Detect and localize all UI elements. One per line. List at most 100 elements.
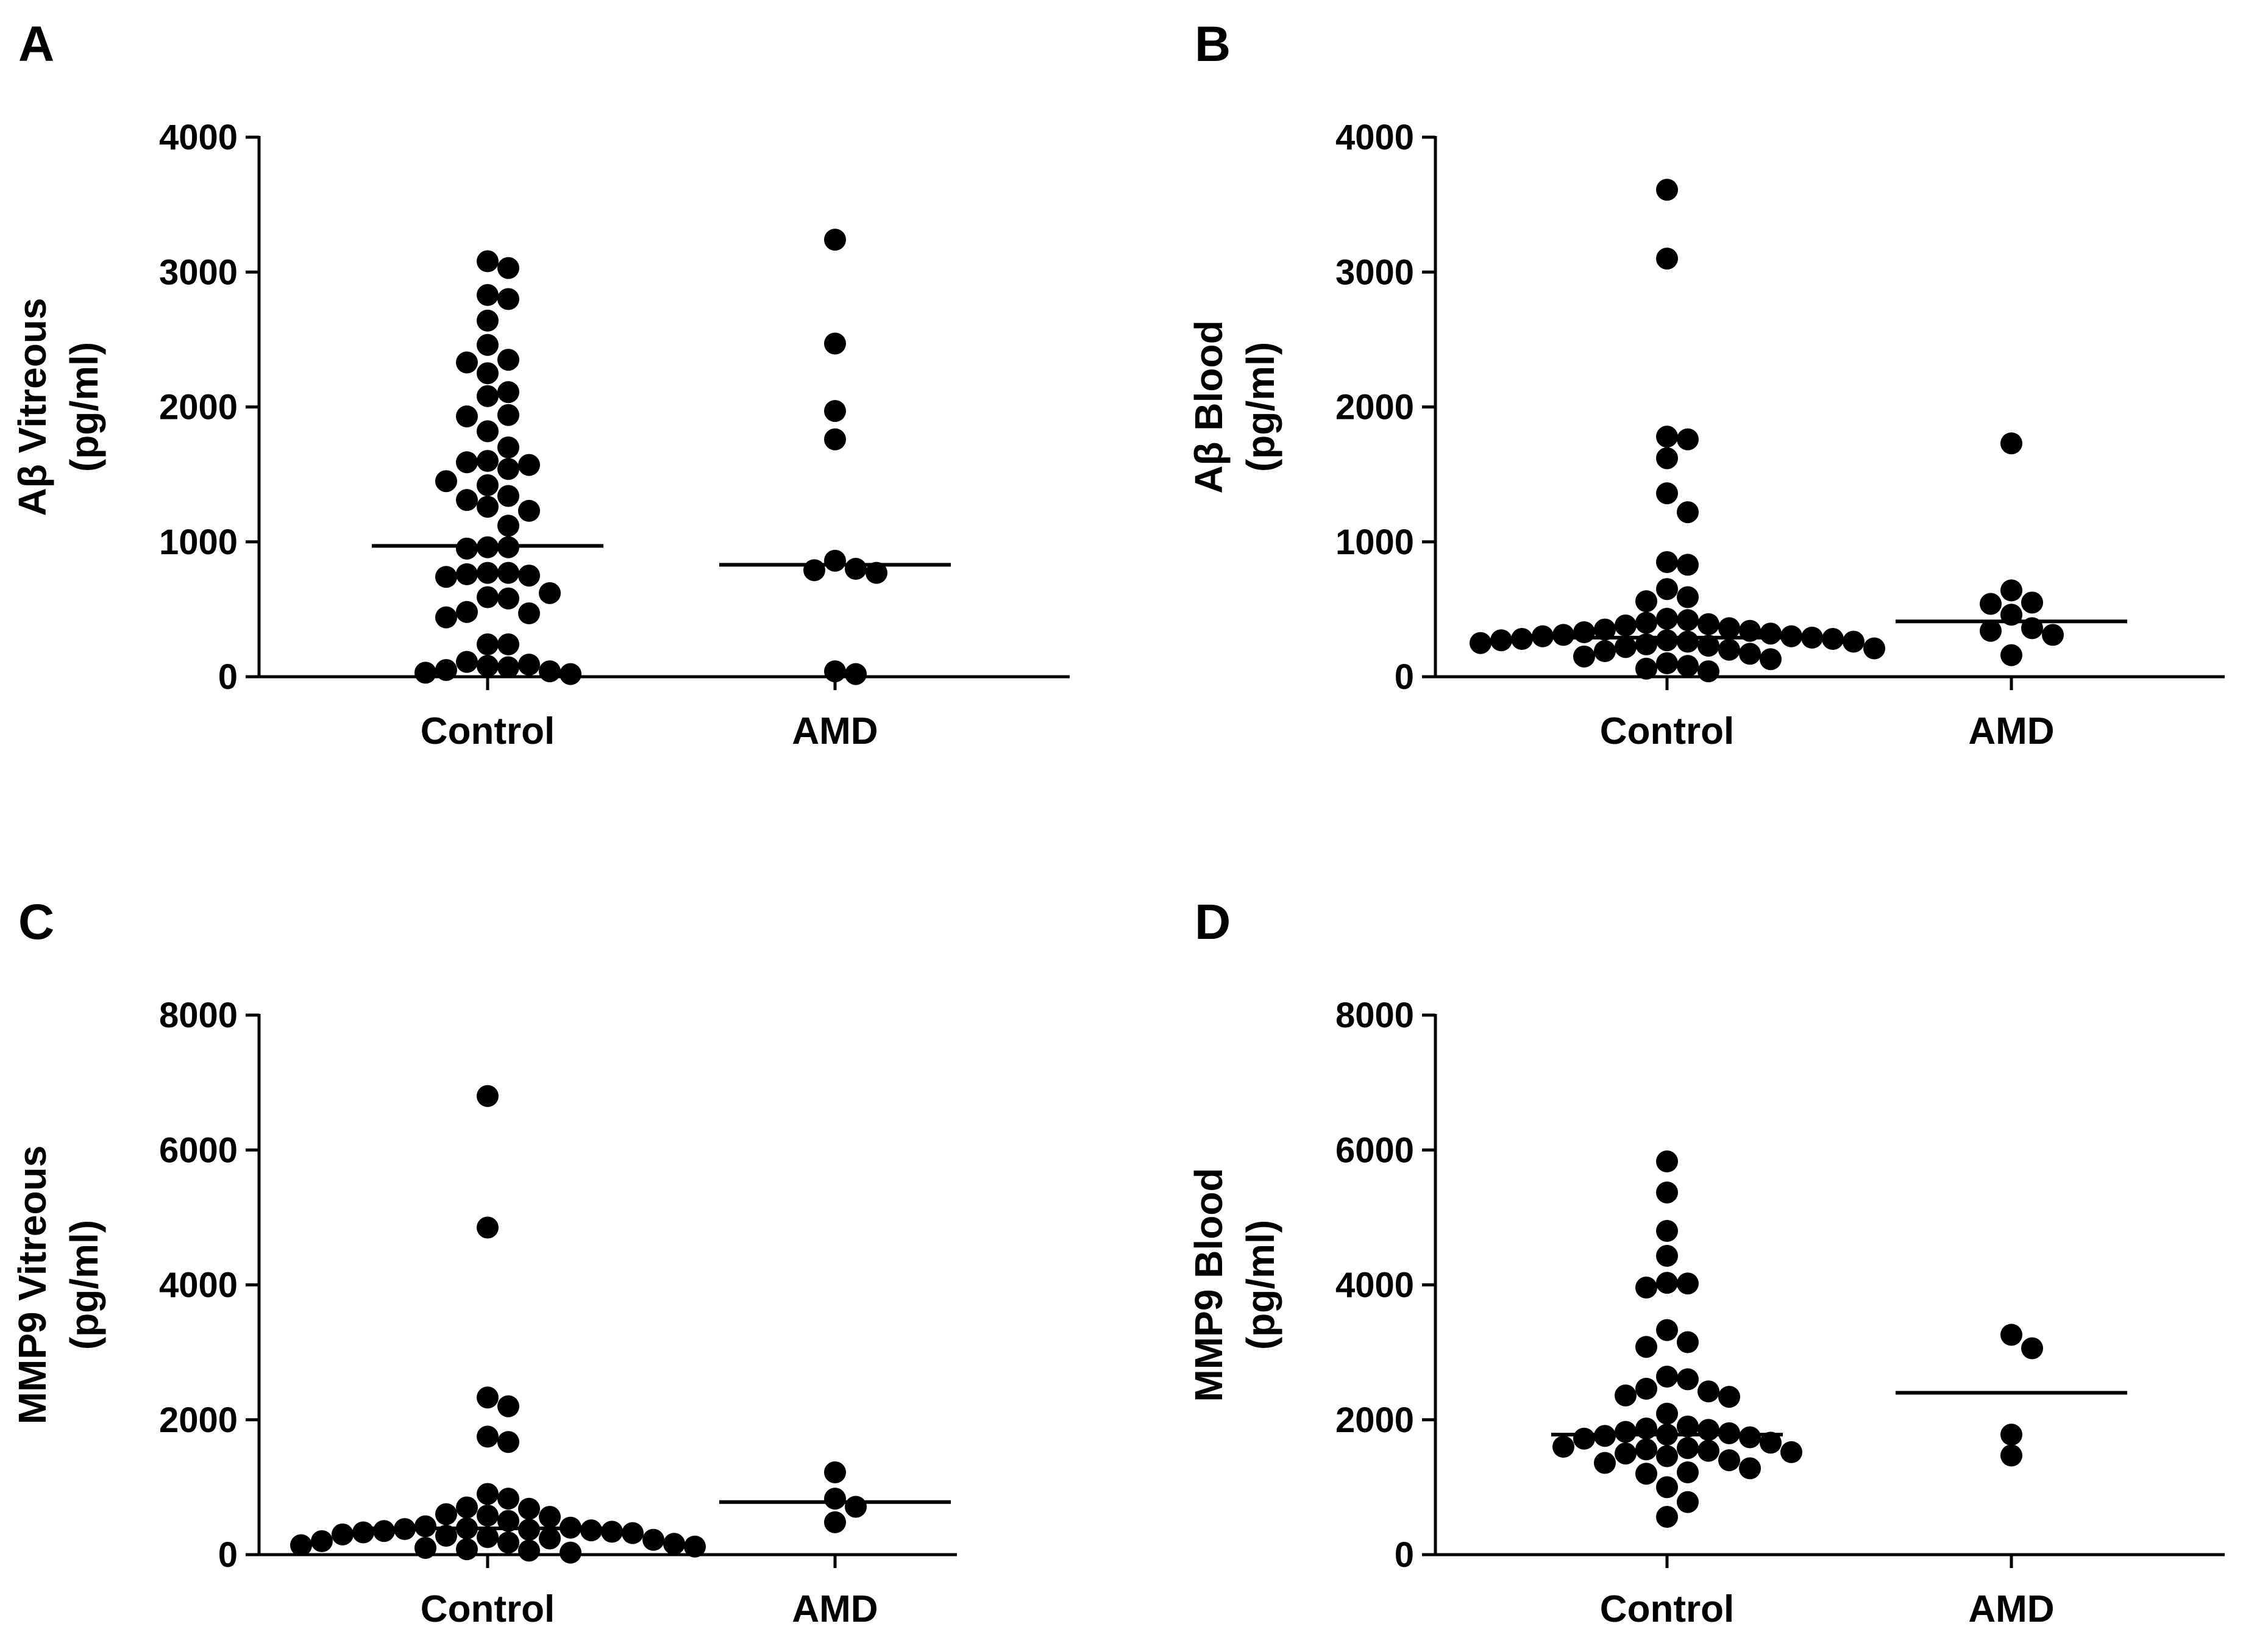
data-point xyxy=(1980,593,2002,615)
data-point xyxy=(684,1535,706,1558)
y-tick-label: 2000 xyxy=(159,1400,238,1440)
y-axis-label: MMP9 Blood xyxy=(1187,1168,1231,1402)
data-point xyxy=(663,1533,685,1555)
data-point xyxy=(1677,586,1699,608)
data-point xyxy=(497,1395,519,1417)
data-point xyxy=(1656,482,1678,505)
data-point xyxy=(539,660,561,683)
y-axis-label: (pg/ml) xyxy=(1239,1220,1282,1350)
data-point xyxy=(1656,652,1678,674)
data-point xyxy=(1573,621,1595,643)
data-point xyxy=(1656,248,1678,270)
data-point xyxy=(560,663,581,685)
data-point xyxy=(1552,624,1574,646)
data-point xyxy=(1615,614,1637,636)
data-point xyxy=(580,1519,602,1542)
data-point xyxy=(497,381,519,404)
data-point xyxy=(435,1503,457,1525)
data-point xyxy=(1697,635,1719,657)
y-axis-label: MMP9 Vitreous xyxy=(10,1146,54,1425)
data-point xyxy=(1697,1439,1719,1462)
data-point xyxy=(518,654,540,676)
data-point xyxy=(1760,622,1782,645)
x-tick-label: Control xyxy=(421,1588,555,1630)
data-point xyxy=(622,1522,644,1544)
data-point xyxy=(845,558,867,580)
data-point xyxy=(477,1386,499,1409)
data-point xyxy=(601,1521,623,1543)
data-point xyxy=(560,1541,581,1564)
data-point xyxy=(1656,1476,1678,1499)
data-point xyxy=(311,1530,333,1552)
data-point xyxy=(456,451,478,474)
data-point xyxy=(1594,1452,1616,1474)
data-point xyxy=(845,663,867,685)
data-point xyxy=(456,651,478,673)
data-point xyxy=(1718,1386,1740,1408)
data-point xyxy=(1697,660,1719,683)
data-point xyxy=(518,565,540,587)
data-point xyxy=(373,1520,395,1542)
y-tick-label: 0 xyxy=(1395,1535,1414,1575)
data-point xyxy=(497,349,519,371)
y-axis-label: Aβ Blood xyxy=(1187,320,1231,493)
data-point xyxy=(1656,1150,1678,1173)
data-point xyxy=(477,655,499,677)
data-point xyxy=(477,333,499,356)
data-point xyxy=(1656,426,1678,448)
y-axis-label: (pg/ml) xyxy=(1239,342,1282,472)
data-point xyxy=(477,420,499,443)
data-point xyxy=(1573,1427,1595,1450)
data-point xyxy=(497,515,519,537)
y-axis-label: Aβ Vitreous xyxy=(10,298,54,516)
data-point xyxy=(1635,611,1657,634)
data-point xyxy=(539,1527,561,1550)
data-point xyxy=(2000,432,2022,455)
data-point xyxy=(1760,1431,1782,1454)
data-point xyxy=(1635,1463,1657,1485)
data-point xyxy=(1677,1272,1699,1295)
y-tick-label: 6000 xyxy=(1335,1130,1414,1170)
data-point xyxy=(477,1504,499,1527)
data-point xyxy=(456,601,478,623)
y-tick-label: 1000 xyxy=(159,522,238,562)
x-tick-label: AMD xyxy=(792,710,878,752)
data-point xyxy=(414,661,436,684)
data-point xyxy=(497,436,519,458)
y-tick-label: 6000 xyxy=(159,1130,238,1170)
data-point xyxy=(1656,447,1678,469)
panel-letter: B xyxy=(1195,16,1231,72)
data-point xyxy=(642,1528,664,1551)
data-point xyxy=(1656,1365,1678,1388)
y-tick-label: 0 xyxy=(218,657,238,697)
y-tick-label: 1000 xyxy=(1335,522,1414,562)
data-point xyxy=(497,458,519,480)
data-point xyxy=(1801,626,1823,649)
data-point xyxy=(2000,644,2022,666)
data-point xyxy=(352,1521,374,1544)
data-point xyxy=(1677,655,1699,677)
data-point xyxy=(1656,1319,1678,1341)
y-tick-label: 3000 xyxy=(159,252,238,292)
data-point xyxy=(845,1496,867,1518)
data-point xyxy=(1677,501,1699,524)
data-point xyxy=(435,658,457,681)
x-tick-label: AMD xyxy=(792,1588,878,1630)
data-point xyxy=(477,1216,499,1239)
data-point xyxy=(1656,551,1678,573)
data-point xyxy=(1697,1419,1719,1441)
y-tick-label: 8000 xyxy=(159,996,238,1035)
data-point xyxy=(477,250,499,273)
data-point xyxy=(456,1538,478,1561)
data-point xyxy=(477,1085,499,1107)
panel-letter: D xyxy=(1195,894,1231,950)
series-amd xyxy=(1896,432,2127,666)
data-point xyxy=(824,428,846,451)
data-point xyxy=(1677,1461,1699,1484)
data-point xyxy=(477,309,499,332)
panel-B: B Aβ Blood (pg/ml) 0 1000 2000 3000 4000 Control… xyxy=(1187,16,2225,752)
data-point xyxy=(1635,1336,1657,1358)
data-point xyxy=(824,660,846,683)
data-point xyxy=(456,405,478,427)
data-point xyxy=(824,1488,846,1510)
